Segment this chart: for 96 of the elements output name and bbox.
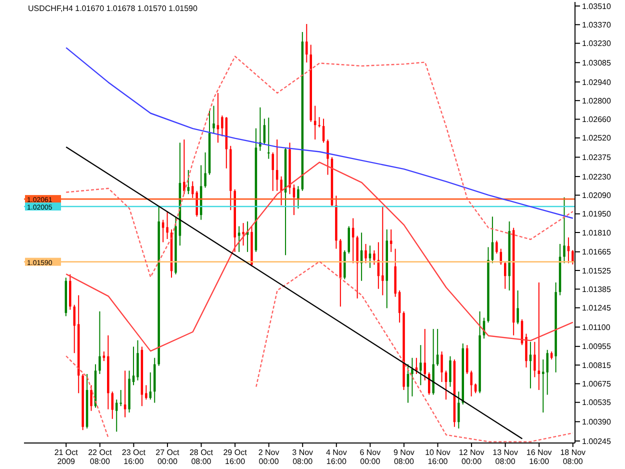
candlestick <box>504 261 506 290</box>
x-tick-label: 4 Nov 16:00 <box>326 448 347 466</box>
candlestick <box>364 243 367 264</box>
candlestick <box>440 350 443 382</box>
x-tick-label: 18 Nov 08:00 <box>560 448 586 466</box>
candlestick <box>306 23 308 63</box>
candlestick <box>238 226 240 252</box>
x-tick-label: 29 Oct 16:00 <box>223 448 248 466</box>
candlestick <box>420 344 422 386</box>
y-tick-label: 1.01810 <box>582 228 612 238</box>
y-tick-label: 1.00675 <box>582 380 612 389</box>
y-tick-label: 1.00955 <box>582 342 612 352</box>
y-tick-label: 1.00815 <box>582 360 612 370</box>
x-tick-label: 16 Nov 16:00 <box>526 448 552 466</box>
x-tick-label: 28 Oct 08:00 <box>189 448 214 466</box>
y-tick-label: 1.03230 <box>582 39 612 48</box>
candlestick <box>145 384 148 400</box>
candlestick <box>491 216 494 264</box>
x-tick-label: 23 Oct 16:00 <box>122 448 146 466</box>
candlestick <box>73 304 76 354</box>
y-tick-label: 1.01245 <box>582 304 612 313</box>
y-tick-label: 1.01665 <box>582 248 612 257</box>
candlestick <box>212 105 215 134</box>
y-tick-label: 1.03370 <box>582 20 612 30</box>
candlestick <box>406 364 410 404</box>
candlestick <box>390 228 392 252</box>
candlestick <box>149 372 152 400</box>
candlestick <box>382 206 384 296</box>
candlestick <box>496 240 498 254</box>
candlestick <box>318 116 320 128</box>
candlestick <box>470 370 472 397</box>
candlestick <box>268 117 270 160</box>
candlestick <box>449 356 452 388</box>
candlestick <box>516 290 519 325</box>
candlestick <box>572 250 574 265</box>
candlestick <box>166 211 168 240</box>
candlestick <box>424 328 426 381</box>
candlestick <box>124 370 126 418</box>
y-tick-label: 1.02520 <box>582 134 612 143</box>
x-tick-label: 27 Oct 00:00 <box>156 448 180 466</box>
candlestick <box>183 138 186 195</box>
y-tick-label: 1.01385 <box>582 284 612 294</box>
candlestick <box>411 357 414 397</box>
x-tick-label: 12 Nov 00:00 <box>458 448 484 466</box>
x-tick-label: 13 Nov 08:00 <box>492 448 518 466</box>
candlestick <box>546 349 548 396</box>
x-tick-label: 9 Nov 08:00 <box>394 448 415 466</box>
candlestick <box>272 152 274 192</box>
candlestick <box>280 176 282 206</box>
candlestick <box>187 170 190 195</box>
x-tick-label: 6 Nov 00:00 <box>360 448 381 466</box>
y-tick-label: 1.00245 <box>582 436 612 446</box>
y-tick-label: 1.00390 <box>582 418 612 427</box>
line-series <box>66 47 574 219</box>
candlestick <box>162 219 164 243</box>
chart-title: USDCHF,H4 1.01670 1.01678 1.01570 1.01590 <box>28 4 198 13</box>
candlestick <box>368 245 372 268</box>
x-tick-label: 21 Oct 2009 <box>54 448 79 466</box>
y-tick-label: 1.02800 <box>582 96 612 106</box>
candlestick <box>102 350 106 362</box>
candlestick <box>120 389 122 407</box>
candlestick <box>292 184 296 216</box>
candlestick <box>529 341 532 389</box>
candlestick <box>538 282 540 390</box>
candlestick <box>90 384 92 412</box>
y-tick-label: 1.02940 <box>582 78 612 87</box>
y-tick-label: 1.01100 <box>582 322 611 332</box>
x-tick-label: 22 Oct 08:00 <box>88 448 112 466</box>
line-series <box>256 260 574 442</box>
candlestick <box>111 391 114 420</box>
candlestick <box>326 138 329 176</box>
candlestick <box>98 310 101 374</box>
y-tick-label: 1.01525 <box>582 266 612 276</box>
candlestick <box>132 346 135 386</box>
candlestick <box>458 391 460 429</box>
y-tick-label: 1.03085 <box>582 58 612 68</box>
y-tick-label: 1.01950 <box>582 210 612 219</box>
y-tick-label: 1.03510 <box>582 2 612 11</box>
line-series <box>66 162 574 352</box>
candlestick <box>373 250 376 266</box>
x-tick-label: 3 Nov 08:00 <box>292 448 314 466</box>
y-tick-label: 1.02230 <box>582 172 612 182</box>
y-tick-label: 1.02660 <box>582 115 612 124</box>
candlestick <box>204 152 206 188</box>
y-tick-label: 1.00535 <box>582 398 612 408</box>
candlestick <box>534 341 536 378</box>
candlestick <box>221 115 224 137</box>
y-tick-label: 1.02090 <box>582 191 612 200</box>
y-tick-label: 1.02375 <box>582 153 612 162</box>
candlestick <box>436 328 439 366</box>
candlestick <box>563 196 566 264</box>
line-series <box>66 56 574 278</box>
candlestick <box>242 222 244 246</box>
x-tick-label: 2 Nov 00:00 <box>258 448 280 466</box>
x-tick-label: 10 Nov 16:00 <box>425 448 450 466</box>
candlestick <box>297 186 300 210</box>
